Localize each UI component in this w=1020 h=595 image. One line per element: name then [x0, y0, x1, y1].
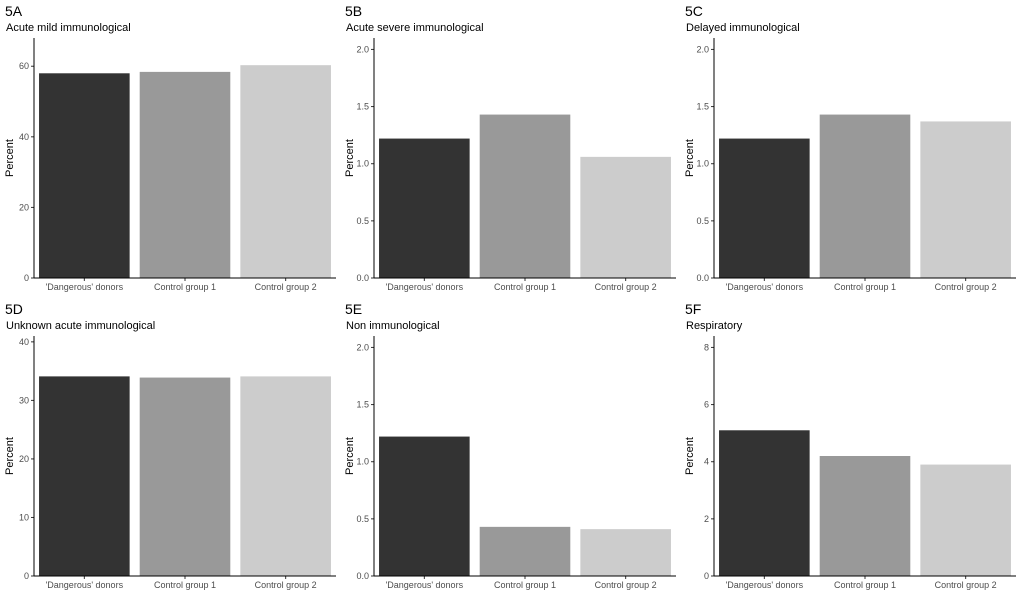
- y-tick-label: 2.0: [356, 44, 369, 54]
- x-tick-label: Control group 2: [255, 282, 317, 292]
- bar: [379, 436, 470, 576]
- y-tick-label: 40: [19, 132, 29, 142]
- y-tick-label: 4: [704, 457, 709, 467]
- y-axis-label: Percent: [684, 437, 696, 475]
- x-tick-label: Control group 2: [935, 580, 997, 590]
- x-tick-label: 'Dangerous' donors: [386, 580, 464, 590]
- bar: [819, 114, 911, 278]
- chart-svg: 5D Unknown acute immunological 'Dangerous'…: [4, 301, 336, 590]
- x-tick-label: 'Dangerous' donors: [726, 282, 804, 292]
- chart-svg: 5A Acute mild immunological 'Dangerous' do…: [4, 3, 336, 292]
- bar: [379, 138, 470, 278]
- y-tick-label: 0.5: [356, 514, 369, 524]
- panel-tag: 5D: [5, 301, 23, 317]
- y-tick-label: 0: [24, 571, 29, 581]
- y-tick-label: 40: [19, 337, 29, 347]
- bar: [719, 138, 810, 278]
- chart-panel-5e: 5E Non immunological 'Dangerous' donors Con…: [340, 298, 680, 595]
- bar: [580, 156, 671, 278]
- y-tick-label: 1.0: [356, 457, 369, 467]
- x-tick-label: Control group 2: [595, 282, 657, 292]
- chart-svg: 5F Respiratory 'Dangerous' donors Control g…: [684, 301, 1016, 590]
- y-axis-label: Percent: [344, 437, 356, 475]
- y-tick-label: 20: [19, 202, 29, 212]
- panel-tag: 5B: [345, 3, 362, 19]
- panel-subtitle: Acute severe immunological: [346, 22, 484, 34]
- y-axis-label: Percent: [344, 139, 356, 177]
- bar: [139, 71, 231, 278]
- bar: [39, 376, 130, 576]
- x-tick-label: 'Dangerous' donors: [46, 580, 124, 590]
- panel-tag: 5F: [685, 301, 701, 317]
- bar: [920, 464, 1011, 576]
- y-tick-label: 8: [704, 342, 709, 352]
- panel-subtitle: Respiratory: [686, 320, 743, 332]
- bar: [819, 456, 911, 576]
- y-tick-label: 20: [19, 454, 29, 464]
- y-tick-label: 60: [19, 61, 29, 71]
- y-tick-label: 6: [704, 400, 709, 410]
- bar: [719, 430, 810, 576]
- x-tick-label: Control group 1: [834, 282, 896, 292]
- y-tick-label: 2.0: [696, 44, 709, 54]
- chart-svg: 5C Delayed immunological 'Dangerous' donor…: [684, 3, 1016, 292]
- bar: [920, 121, 1011, 278]
- y-tick-label: 0.0: [696, 273, 709, 283]
- y-tick-label: 0: [24, 273, 29, 283]
- x-tick-label: Control group 2: [255, 580, 317, 590]
- chart-svg: 5E Non immunological 'Dangerous' donors Con…: [344, 301, 676, 590]
- chart-svg: 5B Acute severe immunological 'Dangerous' …: [344, 3, 676, 292]
- y-tick-label: 1.5: [356, 102, 369, 112]
- x-tick-label: Control group 2: [595, 580, 657, 590]
- y-tick-label: 1.0: [696, 159, 709, 169]
- x-tick-label: Control group 1: [494, 282, 556, 292]
- y-tick-label: 0: [704, 571, 709, 581]
- chart-panel-5f: 5F Respiratory 'Dangerous' donors Control g…: [680, 298, 1020, 595]
- x-tick-label: Control group 1: [154, 282, 216, 292]
- panel-subtitle: Delayed immunological: [686, 22, 800, 34]
- bar: [479, 526, 571, 576]
- y-tick-label: 0.0: [356, 571, 369, 581]
- y-tick-label: 1.5: [696, 102, 709, 112]
- x-tick-label: Control group 2: [935, 282, 997, 292]
- x-tick-label: Control group 1: [154, 580, 216, 590]
- y-tick-label: 1.5: [356, 400, 369, 410]
- bar: [39, 73, 130, 278]
- bar: [580, 529, 671, 576]
- bar: [240, 65, 331, 278]
- y-axis-label: Percent: [684, 139, 696, 177]
- panel-subtitle: Acute mild immunological: [6, 22, 131, 34]
- chart-panel-5b: 5B Acute severe immunological 'Dangerous' …: [340, 0, 680, 297]
- y-tick-label: 0.5: [356, 216, 369, 226]
- chart-panel-5c: 5C Delayed immunological 'Dangerous' donor…: [680, 0, 1020, 297]
- y-tick-label: 0.0: [356, 273, 369, 283]
- chart-panel-5d: 5D Unknown acute immunological 'Dangerous'…: [0, 298, 340, 595]
- y-tick-label: 10: [19, 512, 29, 522]
- panel-tag: 5A: [5, 3, 23, 19]
- y-axis-label: Percent: [4, 437, 16, 475]
- y-tick-label: 1.0: [356, 159, 369, 169]
- chart-panel-5a: 5A Acute mild immunological 'Dangerous' do…: [0, 0, 340, 297]
- x-tick-label: 'Dangerous' donors: [46, 282, 124, 292]
- panel-tag: 5E: [345, 301, 362, 317]
- y-tick-label: 2.0: [356, 342, 369, 352]
- panel-tag: 5C: [685, 3, 703, 19]
- bar: [240, 376, 331, 576]
- y-tick-label: 30: [19, 395, 29, 405]
- bar: [479, 114, 571, 278]
- y-tick-label: 2: [704, 514, 709, 524]
- x-tick-label: 'Dangerous' donors: [386, 282, 464, 292]
- x-tick-label: 'Dangerous' donors: [726, 580, 804, 590]
- bar: [139, 377, 231, 576]
- y-axis-label: Percent: [4, 139, 16, 177]
- panel-subtitle: Unknown acute immunological: [6, 320, 155, 332]
- x-tick-label: Control group 1: [494, 580, 556, 590]
- x-tick-label: Control group 1: [834, 580, 896, 590]
- y-tick-label: 0.5: [696, 216, 709, 226]
- panel-subtitle: Non immunological: [346, 320, 440, 332]
